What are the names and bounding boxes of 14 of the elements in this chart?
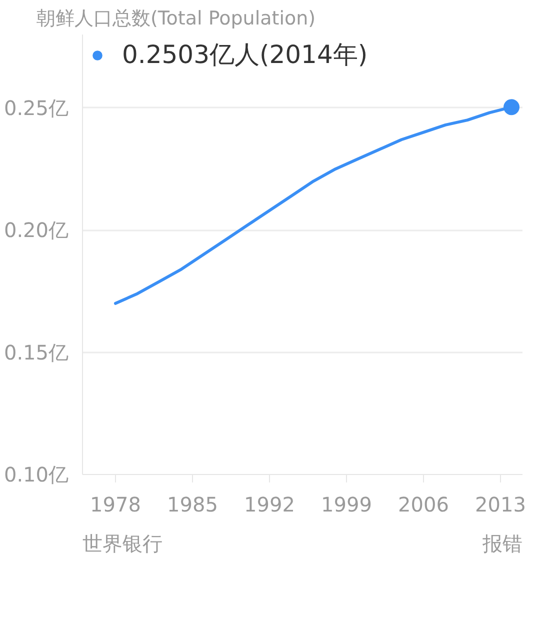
y-tick-label: 0.25亿 [4,96,68,120]
text: 报错 [482,532,522,556]
y-tick-label: 0.15亿 [4,340,68,364]
text: 世界银行 [82,532,162,556]
x-tick-label: 1992 [244,492,295,516]
chart-title: 朝鲜人口总数(Total Population) [36,8,316,30]
x-tick-label: 1985 [167,492,218,516]
x-tick-label: 2006 [398,492,449,516]
y-tick-label: 0.10亿 [4,462,68,486]
x-tick-label: 2013 [475,492,526,516]
y-tick-label: 0.20亿 [4,218,68,242]
x-tick-label: 1978 [90,492,141,516]
x-tick-label: 1999 [321,492,372,516]
legend-label: 0.2503亿人(2014年) [122,39,368,71]
